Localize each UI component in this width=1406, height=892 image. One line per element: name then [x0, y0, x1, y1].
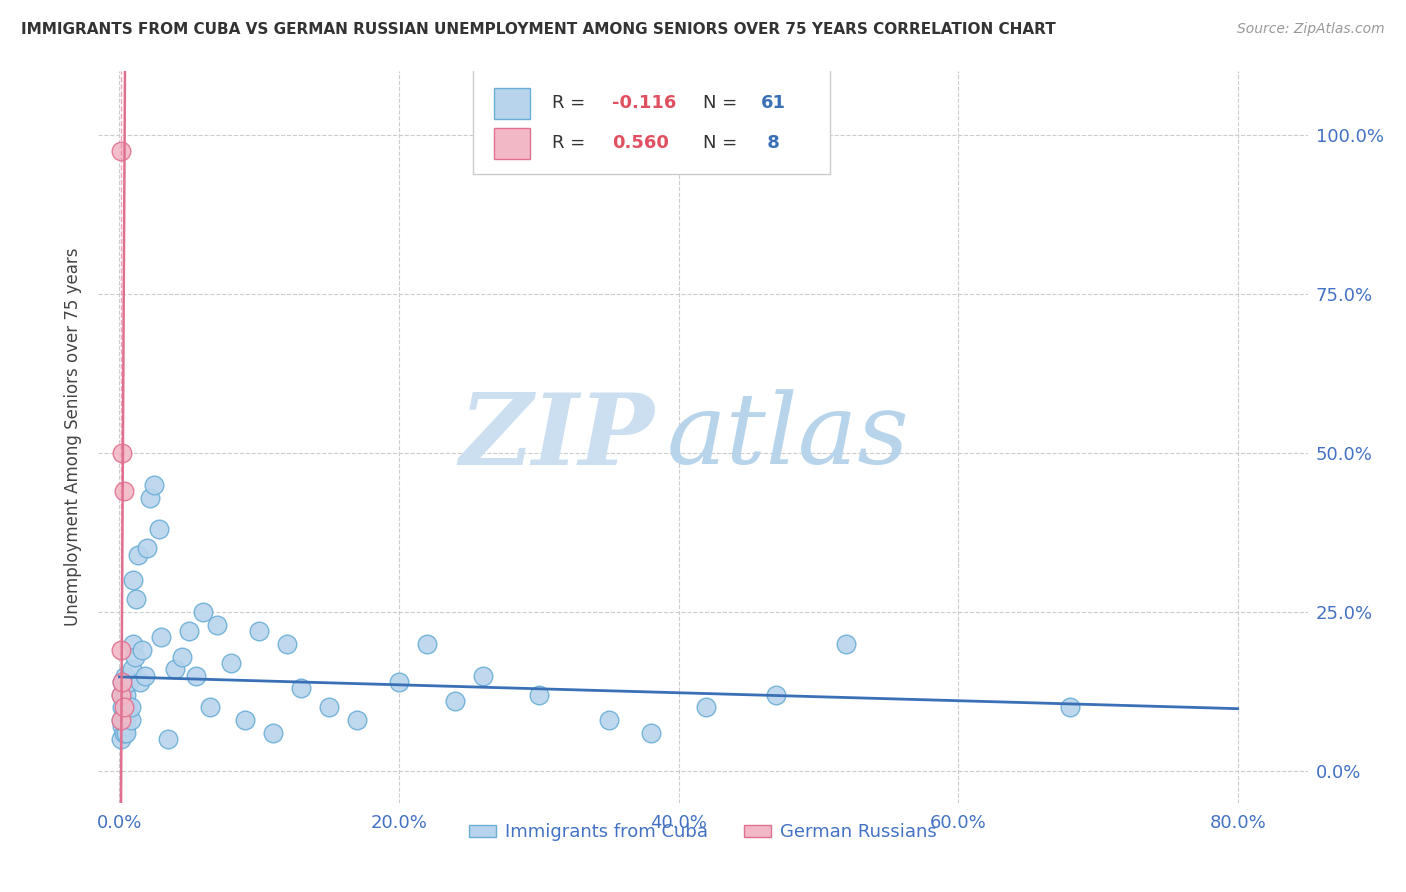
- Point: [186, 668, 208, 682]
- Point: [111, 675, 134, 690]
- Point: [134, 668, 156, 682]
- Point: [112, 726, 135, 740]
- Point: [118, 675, 141, 690]
- Point: [127, 548, 149, 562]
- Point: [121, 662, 143, 676]
- Point: [247, 624, 270, 638]
- Point: [111, 719, 134, 733]
- Point: [527, 688, 550, 702]
- Point: [112, 706, 135, 721]
- Point: [835, 637, 858, 651]
- Point: [416, 637, 439, 651]
- Point: [139, 491, 162, 505]
- FancyBboxPatch shape: [494, 128, 530, 159]
- Text: N =: N =: [703, 134, 742, 152]
- Point: [193, 605, 215, 619]
- Point: [115, 726, 138, 740]
- Point: [110, 732, 132, 747]
- Point: [444, 694, 467, 708]
- Point: [148, 522, 170, 536]
- Text: atlas: atlas: [666, 390, 910, 484]
- Text: 61: 61: [761, 94, 786, 112]
- Text: 8: 8: [761, 134, 780, 152]
- Text: IMMIGRANTS FROM CUBA VS GERMAN RUSSIAN UNEMPLOYMENT AMONG SENIORS OVER 75 YEARS : IMMIGRANTS FROM CUBA VS GERMAN RUSSIAN U…: [21, 22, 1056, 37]
- Point: [115, 688, 138, 702]
- Point: [114, 668, 136, 682]
- Point: [112, 484, 135, 499]
- Point: [122, 637, 145, 651]
- Point: [388, 675, 411, 690]
- Text: R =: R =: [551, 94, 591, 112]
- Point: [110, 688, 132, 702]
- Legend: Immigrants from Cuba, German Russians: Immigrants from Cuba, German Russians: [461, 816, 945, 848]
- Point: [695, 700, 717, 714]
- Point: [165, 662, 187, 676]
- Point: [110, 713, 132, 727]
- Point: [219, 656, 242, 670]
- Point: [117, 700, 139, 714]
- Point: [1059, 700, 1081, 714]
- Point: [110, 144, 132, 158]
- Point: [111, 446, 134, 460]
- Text: Source: ZipAtlas.com: Source: ZipAtlas.com: [1237, 22, 1385, 37]
- Point: [120, 713, 142, 727]
- Point: [112, 700, 135, 714]
- Point: [117, 706, 139, 721]
- FancyBboxPatch shape: [494, 88, 530, 119]
- Point: [120, 700, 142, 714]
- Point: [122, 573, 145, 587]
- Point: [129, 675, 152, 690]
- Point: [110, 643, 132, 657]
- Point: [112, 681, 135, 696]
- Point: [598, 713, 620, 727]
- Point: [172, 649, 194, 664]
- Point: [233, 713, 256, 727]
- Point: [143, 477, 166, 491]
- Point: [110, 688, 132, 702]
- Text: -0.116: -0.116: [613, 94, 676, 112]
- Point: [114, 713, 136, 727]
- Point: [262, 726, 284, 740]
- Point: [765, 688, 787, 702]
- Point: [290, 681, 312, 696]
- Point: [179, 624, 201, 638]
- Point: [150, 631, 173, 645]
- Point: [115, 719, 138, 733]
- Point: [131, 643, 153, 657]
- Point: [111, 700, 134, 714]
- Text: 0.560: 0.560: [613, 134, 669, 152]
- Point: [124, 649, 146, 664]
- Point: [276, 637, 298, 651]
- Text: ZIP: ZIP: [460, 389, 655, 485]
- Text: R =: R =: [551, 134, 591, 152]
- Point: [318, 700, 340, 714]
- Point: [114, 694, 136, 708]
- Point: [471, 668, 494, 682]
- Point: [346, 713, 368, 727]
- Point: [136, 541, 159, 556]
- Point: [110, 713, 132, 727]
- Text: N =: N =: [703, 94, 742, 112]
- Point: [111, 675, 134, 690]
- Point: [640, 726, 662, 740]
- Point: [207, 617, 229, 632]
- Point: [200, 700, 222, 714]
- Point: [157, 732, 180, 747]
- Y-axis label: Unemployment Among Seniors over 75 years: Unemployment Among Seniors over 75 years: [65, 248, 83, 626]
- Point: [125, 592, 148, 607]
- FancyBboxPatch shape: [474, 68, 830, 174]
